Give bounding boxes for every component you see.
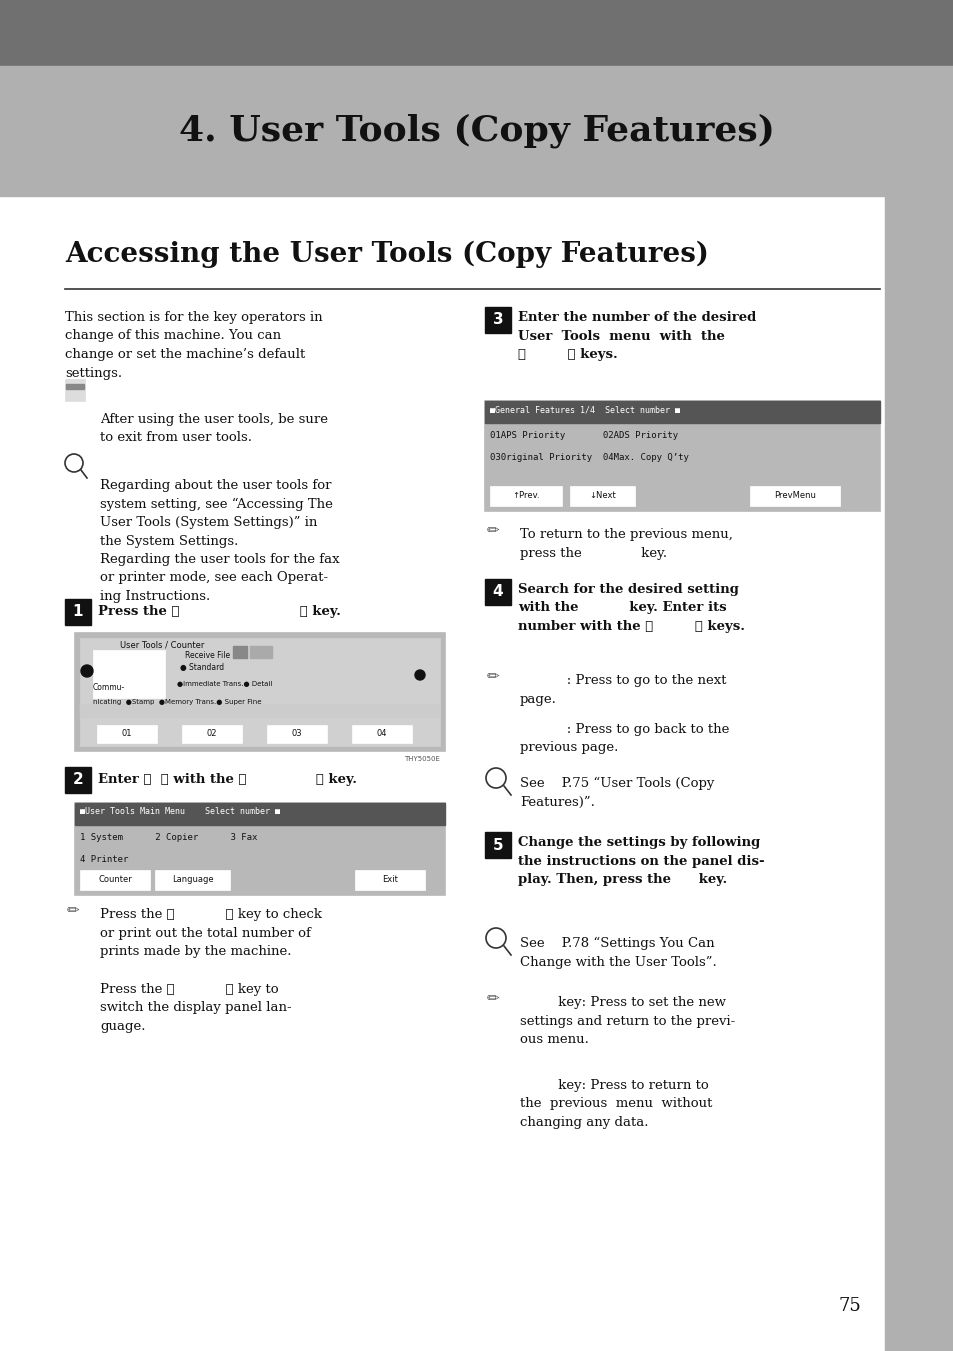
Bar xyxy=(569,486,635,507)
Bar xyxy=(250,646,272,658)
Text: 3: 3 xyxy=(492,312,503,327)
Bar xyxy=(75,802,444,894)
Bar xyxy=(484,580,511,605)
Text: ✏: ✏ xyxy=(486,523,499,538)
Bar xyxy=(355,870,424,890)
Text: ●Immediate Trans.● Detail: ●Immediate Trans.● Detail xyxy=(177,681,273,688)
Text: Press the ⟦                          ⟧ key.: Press the ⟦ ⟧ key. xyxy=(98,605,340,619)
Bar xyxy=(92,650,165,698)
Bar xyxy=(490,486,561,507)
Text: Press the ⟦            ⟧ key to check
or print out the total number of
prints ma: Press the ⟦ ⟧ key to check or print out … xyxy=(100,908,322,958)
Bar xyxy=(66,384,84,389)
Bar xyxy=(75,802,444,825)
Text: Language: Language xyxy=(172,875,213,885)
Circle shape xyxy=(415,670,424,680)
Text: Search for the desired setting
with the           key. Enter its
number with the: Search for the desired setting with the … xyxy=(517,584,744,634)
Text: After using the user tools, be sure
to exit from user tools.: After using the user tools, be sure to e… xyxy=(100,413,328,444)
Text: 02: 02 xyxy=(207,730,217,739)
Text: Counter: Counter xyxy=(98,875,132,885)
Circle shape xyxy=(81,665,92,677)
Bar xyxy=(80,870,150,890)
Text: See    P.75 “User Tools (Copy
Features)”.: See P.75 “User Tools (Copy Features)”. xyxy=(519,777,714,809)
Text: ✏: ✏ xyxy=(486,992,499,1006)
Text: 01: 01 xyxy=(122,730,132,739)
Text: 5: 5 xyxy=(492,838,503,852)
Text: 030riginal Priority  04Max. Copy Q’ty: 030riginal Priority 04Max. Copy Q’ty xyxy=(490,453,688,462)
Text: THY5050E: THY5050E xyxy=(404,757,439,762)
Text: User Tools / Counter: User Tools / Counter xyxy=(120,640,204,650)
Text: ● Standard: ● Standard xyxy=(180,663,224,671)
Text: : Press to go back to the
previous page.: : Press to go back to the previous page. xyxy=(519,723,729,754)
Bar xyxy=(65,598,91,626)
Text: Commu-: Commu- xyxy=(92,684,125,692)
Bar xyxy=(154,870,230,890)
Text: ✏: ✏ xyxy=(486,669,499,684)
Text: 03: 03 xyxy=(292,730,302,739)
Text: key: Press to return to
the  previous  menu  without
changing any data.: key: Press to return to the previous men… xyxy=(519,1079,712,1129)
Bar xyxy=(80,638,439,746)
Text: ✏: ✏ xyxy=(67,902,80,917)
Text: 04: 04 xyxy=(376,730,387,739)
Bar xyxy=(267,725,327,743)
Bar xyxy=(0,66,953,196)
Bar xyxy=(484,401,879,423)
Bar xyxy=(233,646,247,658)
Bar xyxy=(484,307,511,332)
Text: ■General Features 1/4  Select number ■: ■General Features 1/4 Select number ■ xyxy=(490,405,679,415)
Text: Exit: Exit xyxy=(381,875,397,885)
Bar xyxy=(484,832,511,858)
Bar xyxy=(97,725,157,743)
Text: Accessing the User Tools (Copy Features): Accessing the User Tools (Copy Features) xyxy=(65,240,708,269)
Bar xyxy=(0,0,953,66)
Text: Regarding the user tools for the fax
or printer mode, see each Operat-
ing Instr: Regarding the user tools for the fax or … xyxy=(100,553,339,603)
Text: 01APS Priority       02ADS Priority: 01APS Priority 02ADS Priority xyxy=(490,431,678,440)
Bar xyxy=(75,634,444,751)
Text: 75: 75 xyxy=(838,1297,861,1315)
Text: ↓Next: ↓Next xyxy=(589,492,616,500)
Text: 4 Printer: 4 Printer xyxy=(80,855,129,865)
Bar xyxy=(182,725,242,743)
Text: Enter ⟦  ⟧ with the ⟦               ⟧ key.: Enter ⟦ ⟧ with the ⟦ ⟧ key. xyxy=(98,774,356,786)
Text: 2: 2 xyxy=(72,773,83,788)
Text: 4. User Tools (Copy Features): 4. User Tools (Copy Features) xyxy=(179,113,774,149)
Text: : Press to go to the next
page.: : Press to go to the next page. xyxy=(519,674,726,705)
Bar xyxy=(65,767,91,793)
Text: key: Press to set the new
settings and return to the previ-
ous menu.: key: Press to set the new settings and r… xyxy=(519,996,735,1046)
Text: nicating  ●Stamp  ●Memory Trans.● Super Fine: nicating ●Stamp ●Memory Trans.● Super Fi… xyxy=(92,698,261,705)
Bar xyxy=(80,704,439,717)
Bar xyxy=(884,196,953,1351)
Text: Press the ⟦            ⟧ key to
switch the display panel lan-
guage.: Press the ⟦ ⟧ key to switch the display … xyxy=(100,984,292,1034)
Text: Change the settings by following
the instructions on the panel dis-
play. Then, : Change the settings by following the ins… xyxy=(517,836,763,886)
Bar xyxy=(65,380,85,401)
Bar xyxy=(352,725,412,743)
Text: This section is for the key operators in
change of this machine. You can
change : This section is for the key operators in… xyxy=(65,311,322,380)
Text: ↑Prev.: ↑Prev. xyxy=(512,492,539,500)
Text: 4: 4 xyxy=(492,585,503,600)
Text: Enter the number of the desired
User  Tools  menu  with  the
⟦         ⟧ keys.: Enter the number of the desired User Too… xyxy=(517,311,756,361)
Text: To return to the previous menu,
press the              key.: To return to the previous menu, press th… xyxy=(519,528,732,559)
Text: Receive File: Receive File xyxy=(185,651,230,661)
Text: See    P.78 “Settings You Can
Change with the User Tools”.: See P.78 “Settings You Can Change with t… xyxy=(519,938,716,969)
Text: Regarding about the user tools for
system setting, see “Accessing The
User Tools: Regarding about the user tools for syste… xyxy=(100,480,333,549)
Bar xyxy=(749,486,840,507)
Text: PrevMenu: PrevMenu xyxy=(773,492,815,500)
Text: ■User Tools Main Menu    Select number ■: ■User Tools Main Menu Select number ■ xyxy=(80,807,280,816)
Text: 1 System      2 Copier      3 Fax: 1 System 2 Copier 3 Fax xyxy=(80,834,257,842)
Bar xyxy=(484,401,879,511)
Text: 1: 1 xyxy=(72,604,83,620)
